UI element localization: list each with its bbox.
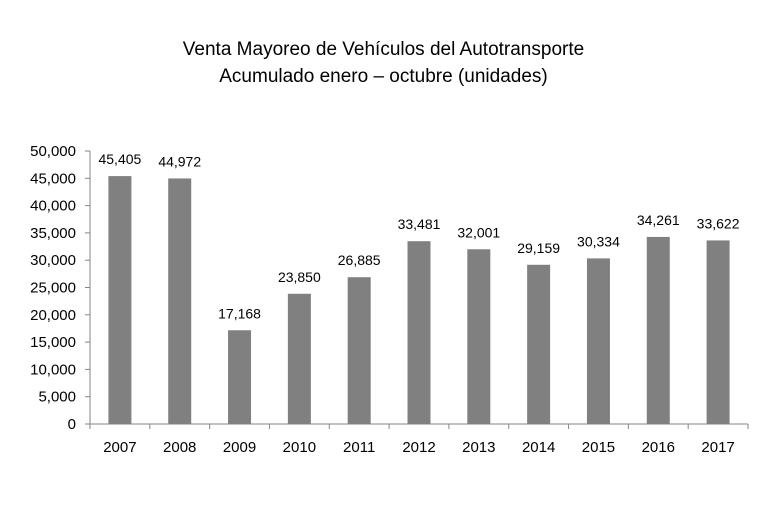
chart-title-block: Venta Mayoreo de Vehículos del Autotrans… (0, 36, 767, 90)
data-label: 32,001 (457, 224, 500, 240)
data-label: 26,885 (338, 252, 381, 268)
y-tick-label: 50,000 (30, 143, 76, 160)
y-tick-label: 10,000 (30, 361, 76, 378)
bar (467, 249, 491, 424)
bar (168, 178, 192, 424)
bar (287, 293, 311, 424)
y-tick-label: 0 (68, 416, 76, 433)
data-label: 30,334 (577, 233, 620, 249)
x-tick-label: 2010 (283, 439, 316, 456)
data-label: 45,405 (98, 151, 141, 167)
bar (527, 264, 551, 424)
bar (646, 236, 670, 424)
bar (228, 330, 252, 424)
data-label: 44,972 (158, 153, 201, 169)
data-label: 23,850 (278, 269, 321, 285)
y-tick-label: 35,000 (30, 225, 76, 242)
bar (347, 277, 371, 424)
x-tick-label: 2014 (522, 439, 555, 456)
y-tick-label: 30,000 (30, 252, 76, 269)
x-tick-label: 2015 (582, 439, 615, 456)
y-tick-label: 25,000 (30, 280, 76, 297)
data-label: 33,622 (697, 215, 740, 231)
bar (706, 240, 730, 424)
data-label: 29,159 (517, 240, 560, 256)
x-tick-label: 2011 (343, 439, 375, 456)
bar (586, 258, 610, 424)
x-tick-label: 2008 (163, 439, 196, 456)
chart-title: Venta Mayoreo de Vehículos del Autotrans… (182, 39, 585, 60)
y-tick-label: 5,000 (38, 389, 76, 406)
y-tick-label: 45,000 (30, 170, 76, 187)
x-tick-label: 2009 (223, 439, 256, 456)
x-tick-label: 2007 (103, 439, 136, 456)
data-label: 33,481 (398, 216, 441, 232)
chart-subtitle: Acumulado enero – octubre (unidades) (219, 66, 548, 87)
bar (108, 176, 132, 424)
x-tick-label: 2012 (402, 439, 435, 456)
y-tick-label: 40,000 (30, 198, 76, 215)
data-label: 17,168 (218, 305, 261, 321)
x-tick-label: 2016 (642, 439, 675, 456)
x-tick-label: 2013 (462, 439, 495, 456)
y-tick-label: 15,000 (30, 334, 76, 351)
bar (407, 241, 431, 424)
x-tick-label: 2017 (701, 439, 734, 456)
y-tick-label: 20,000 (30, 307, 76, 324)
data-label: 34,261 (637, 212, 680, 228)
